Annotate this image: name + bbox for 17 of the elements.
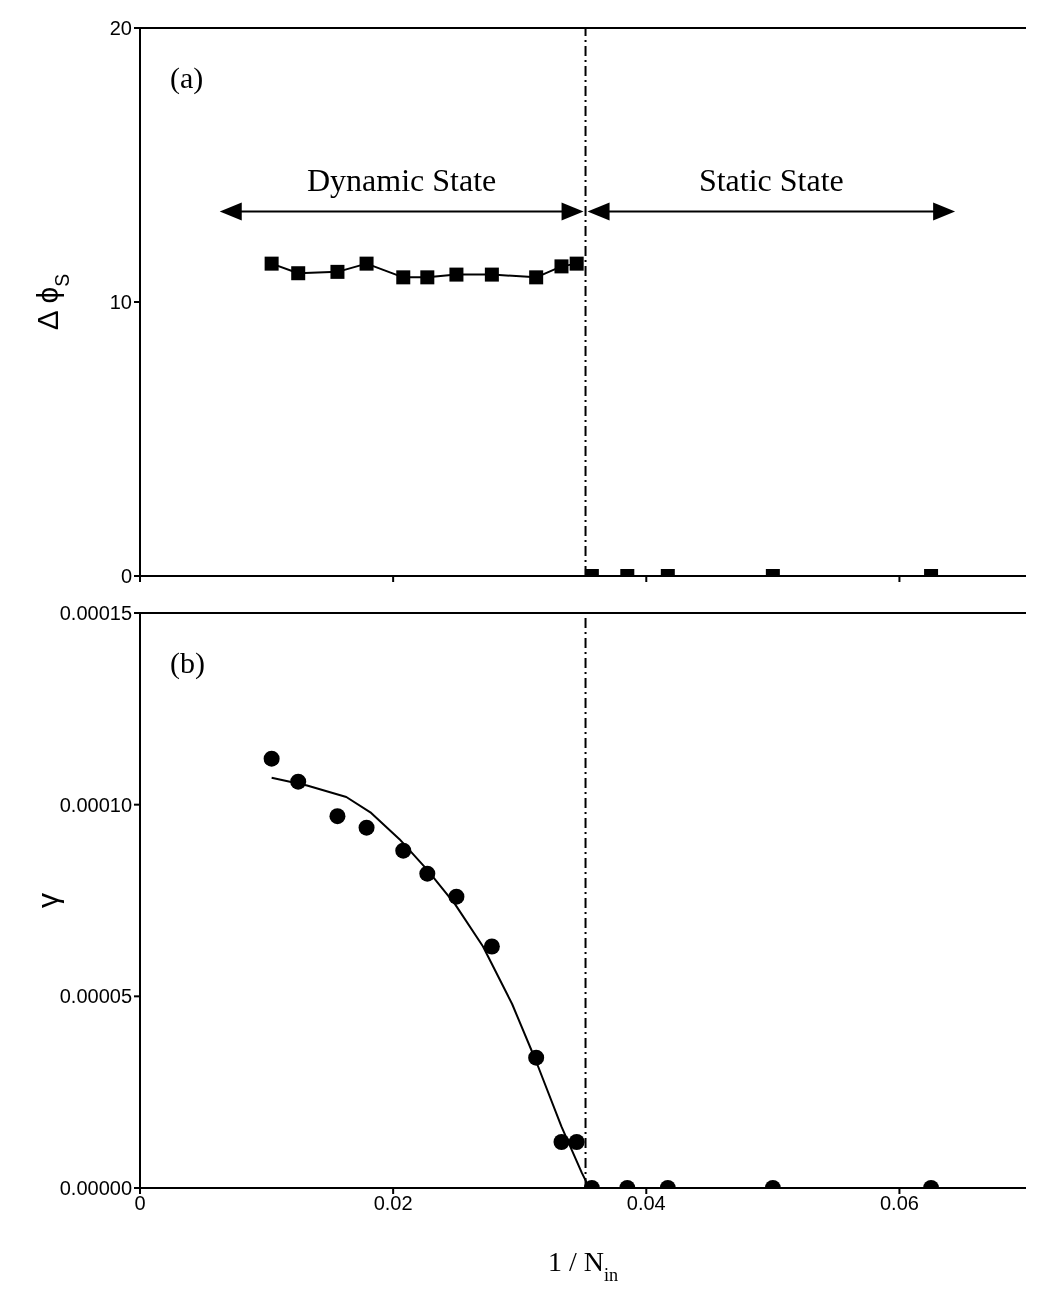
y-axis-title: γ xyxy=(31,893,64,908)
y-tick-label: 20 xyxy=(109,17,132,40)
x-tick-label: 0 xyxy=(134,1192,146,1215)
y-tick-label: 0 xyxy=(120,565,132,588)
x-tick-label: 0.04 xyxy=(626,1192,666,1215)
annotation: Dynamic State xyxy=(307,162,497,199)
y-tick-label: 0.00005 xyxy=(59,985,132,1008)
y-tick-label: 0.00000 xyxy=(59,1177,132,1200)
y-tick-label: 0.00015 xyxy=(59,602,132,625)
x-axis-title: 1 / N$_{in}$ xyxy=(547,1246,619,1285)
annotation: Static State xyxy=(698,162,844,199)
y-tick-label: 0.00010 xyxy=(59,793,132,816)
x-tick-label: 0.02 xyxy=(373,1192,413,1215)
annotation: (a) xyxy=(170,61,204,95)
y-tick-label: 10 xyxy=(109,291,132,314)
x-tick-label: 0.06 xyxy=(879,1192,919,1215)
annotation: (b) xyxy=(170,646,205,680)
